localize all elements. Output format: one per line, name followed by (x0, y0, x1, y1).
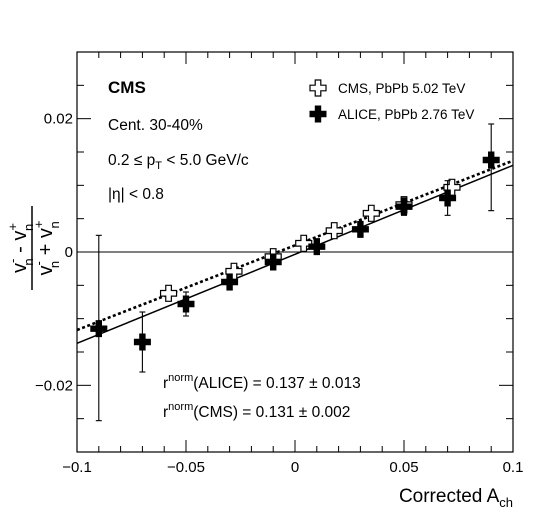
cms-fit-line (76, 159, 514, 332)
cms-data-point (362, 204, 380, 222)
legend-label-alice: ALICE, PbPb 2.76 TeV (338, 107, 474, 122)
legend-cms-cross (309, 79, 327, 97)
alice-data-point (177, 295, 195, 313)
legend-label-cms: CMS, PbPb 5.02 TeV (338, 81, 465, 96)
x-tick-label: 0.05 (389, 459, 418, 476)
legend-alice-cross (309, 105, 327, 123)
x-tick-label: −0.1 (62, 459, 92, 476)
alice-data-point (308, 238, 326, 256)
pt-annotation: 0.2 ≤ pT < 5.0 GeV/c (108, 152, 249, 172)
axes: −0.1 −0.05 0 0.05 0.1 −0.02 0 0.02 (35, 51, 524, 476)
alice-data-point (351, 220, 369, 238)
x-axis-title: Corrected Ach (399, 486, 513, 510)
alice-data-point (133, 333, 151, 351)
centrality-annotation: Cent. 30-40% (108, 117, 203, 134)
y-tick-label: 0.02 (44, 111, 73, 128)
r-alice-annotation: rnorm(ALICE) = 0.137 ± 0.013 (163, 372, 361, 392)
experiment-label: CMS (108, 78, 146, 97)
alice-data-point (439, 189, 457, 207)
alice-data-point (221, 273, 239, 291)
r-cms-annotation: rnorm(CMS) = 0.131 ± 0.002 (163, 401, 350, 421)
alice-data-point (90, 320, 108, 338)
y-axis-title-numerator: v-n - v+n (5, 223, 36, 273)
y-tick-label: −0.02 (35, 377, 73, 394)
y-axis-title-denominator: v-n + v+n (31, 221, 62, 276)
x-tick-label: 0 (291, 459, 299, 476)
legend-marker-alice (309, 105, 327, 123)
y-axis-title: v-n - v+n v-n + v+n (5, 206, 62, 290)
legend: CMS, PbPb 5.02 TeV ALICE, PbPb 2.76 TeV (309, 79, 474, 123)
alice-data-point (264, 253, 282, 271)
plot-area (76, 123, 514, 422)
cms-data-point (295, 234, 313, 252)
legend-marker-cms (309, 79, 327, 97)
y-tick-label: 0 (65, 244, 73, 261)
cms-data-point (159, 284, 178, 302)
alice-data-point (395, 198, 413, 216)
x-tick-label: −0.05 (167, 459, 205, 476)
cms-data-point (325, 222, 343, 240)
alice-data-point (482, 151, 500, 169)
x-tick-label: 0.1 (503, 459, 524, 476)
eta-annotation: |η| < 0.8 (108, 186, 164, 203)
